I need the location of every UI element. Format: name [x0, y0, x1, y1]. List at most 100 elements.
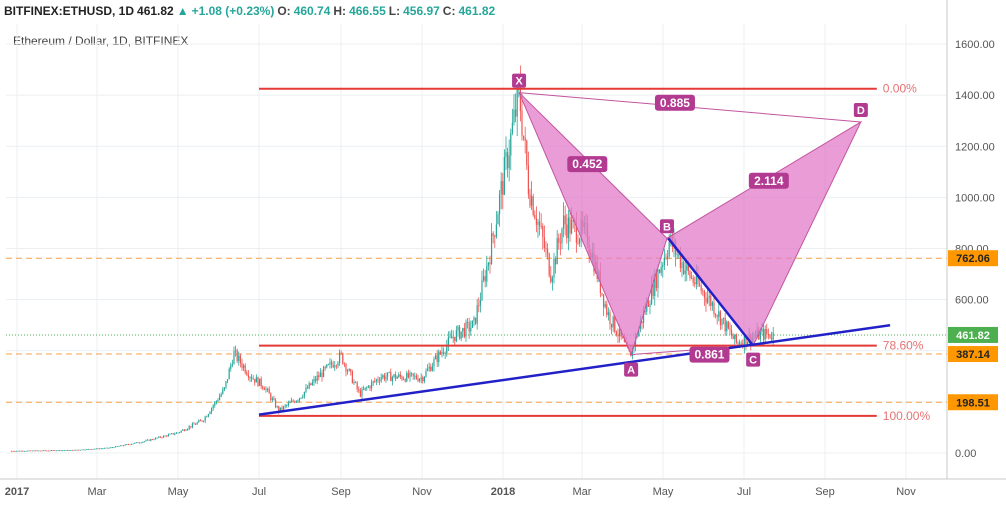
candle-body — [446, 345, 448, 354]
candle-body — [314, 378, 317, 381]
close-value: 461.82 — [458, 4, 496, 18]
candle-body — [743, 335, 745, 348]
candle-body — [222, 389, 224, 394]
candle-body — [239, 355, 241, 364]
candle-body — [452, 336, 454, 339]
candle-body — [66, 450, 69, 451]
candle-body — [214, 402, 216, 406]
candle-body — [18, 450, 21, 452]
open-value: 460.74 — [293, 4, 331, 18]
candle-body — [246, 372, 248, 375]
candle-body — [268, 388, 270, 394]
candle-body — [97, 448, 99, 450]
candle-body — [279, 407, 281, 412]
symbol-label: BITFINEX:ETHUSD, 1D — [4, 4, 135, 18]
high-label: H: — [333, 4, 347, 18]
candle-body — [686, 265, 688, 271]
candle-body — [425, 370, 427, 377]
candle-body — [342, 353, 344, 364]
candle-body — [505, 152, 507, 158]
x-tick-label: Jul — [737, 486, 751, 498]
candle-body — [164, 435, 166, 437]
candle-body — [401, 376, 403, 380]
candle-body — [58, 450, 61, 452]
candle-body — [111, 447, 113, 449]
candle-body — [450, 336, 453, 339]
candle-body — [167, 434, 169, 437]
candle-body — [311, 381, 313, 386]
candle-body — [74, 449, 77, 451]
candle-body — [466, 322, 469, 323]
candle-body — [124, 444, 126, 446]
candle-body — [287, 403, 289, 406]
candle-body — [690, 277, 693, 279]
candle-body — [714, 314, 717, 316]
candle-body — [406, 372, 408, 382]
candle-body — [132, 443, 134, 445]
candle-body — [618, 329, 621, 337]
ratio-badge — [654, 94, 695, 111]
candle-body — [313, 378, 315, 382]
candle-body — [159, 436, 161, 438]
candle-body — [759, 331, 761, 340]
candle-body — [351, 371, 353, 384]
candle-body — [577, 242, 579, 244]
candle-body — [42, 450, 45, 452]
candle-body — [63, 450, 65, 452]
candle-body — [274, 399, 277, 408]
x-tick-label: Jul — [252, 486, 266, 498]
candle-body — [226, 379, 229, 382]
candle-body — [92, 448, 94, 450]
candle-body — [265, 388, 267, 390]
candle-body — [146, 439, 149, 441]
candle-body — [601, 292, 603, 295]
candle-body — [94, 448, 96, 450]
candle-body — [121, 445, 123, 447]
candle-body — [393, 374, 395, 377]
candle-body — [290, 400, 293, 403]
y-tick-label: 600.00 — [955, 295, 989, 307]
x-tick-label: 2018 — [491, 486, 515, 498]
candle-body — [684, 270, 686, 274]
candle-body — [492, 233, 494, 236]
candle-body — [727, 321, 729, 329]
candle-body — [364, 387, 366, 390]
candle-body — [329, 362, 331, 365]
candle-body — [249, 377, 251, 379]
candle-body — [225, 381, 227, 388]
candle-body — [161, 437, 163, 439]
candle-body — [604, 304, 606, 307]
candle-body — [562, 215, 565, 229]
candle-body — [620, 329, 622, 337]
candle-body — [473, 317, 475, 321]
candle-body — [346, 370, 349, 372]
candle-body — [414, 375, 416, 377]
candle-body — [708, 295, 710, 299]
candle-body — [276, 406, 278, 408]
candle-body — [180, 430, 182, 433]
candle-body — [105, 447, 107, 449]
candle-body — [468, 322, 470, 332]
candle-body — [174, 433, 176, 435]
candle-body — [366, 387, 368, 389]
candle-body — [44, 450, 46, 452]
candle-body — [209, 412, 211, 415]
candle-body — [129, 444, 131, 446]
candle-body — [183, 429, 185, 431]
candle-body — [345, 363, 347, 372]
candle-body — [486, 265, 488, 282]
candle-body — [700, 285, 702, 291]
candle-body — [172, 433, 174, 435]
candle-body — [38, 450, 40, 452]
candle-body — [532, 196, 534, 215]
candle-body — [514, 109, 517, 117]
candle-body — [335, 365, 337, 367]
candle-body — [343, 363, 345, 365]
candle-body — [644, 311, 646, 312]
candle-body — [559, 242, 561, 244]
pattern-point-label: B — [663, 221, 671, 233]
candle-body — [666, 256, 669, 258]
candle-body — [49, 450, 51, 452]
